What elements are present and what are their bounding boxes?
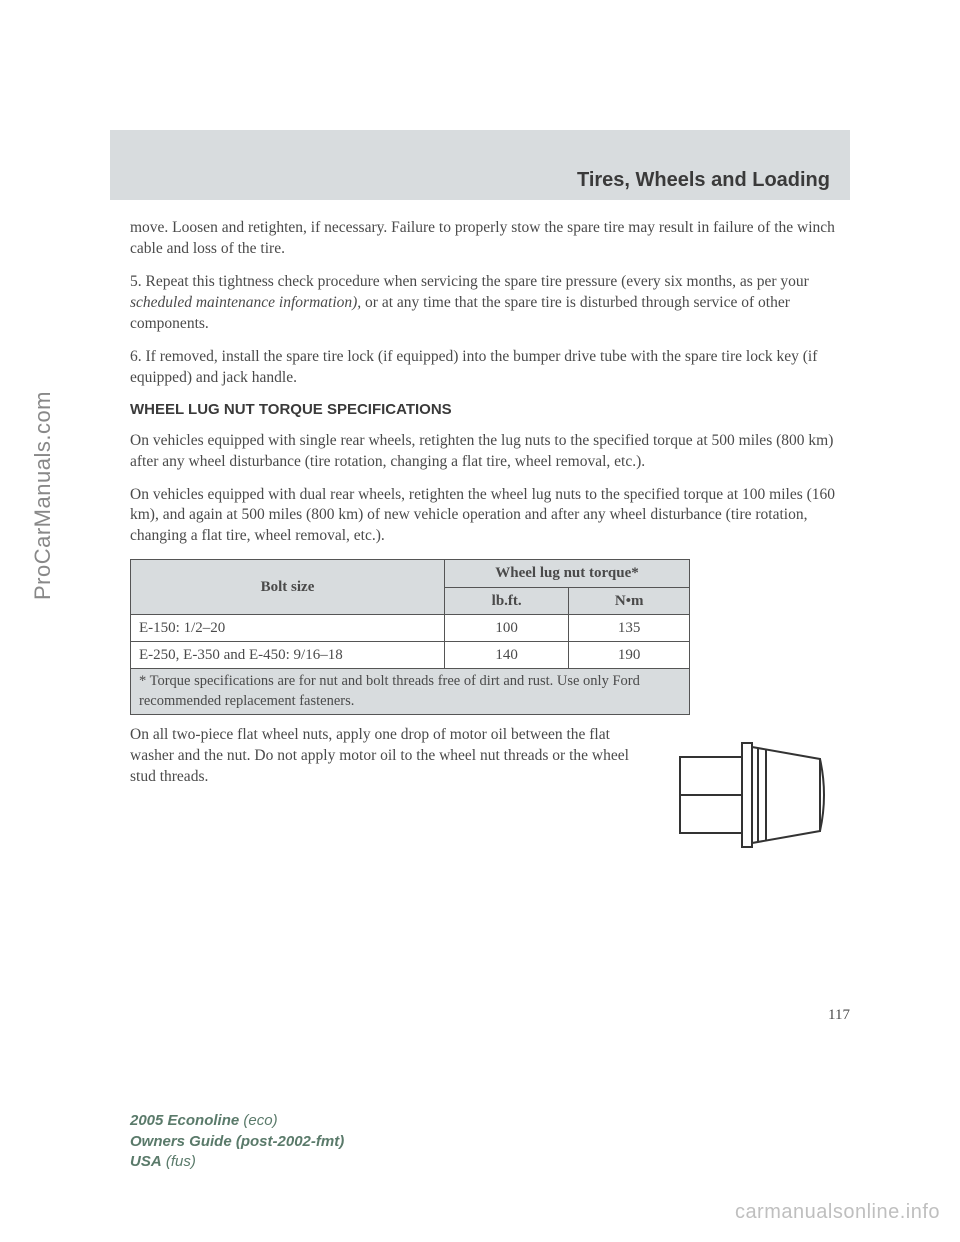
td-footnote: * Torque specifications are for nut and … <box>131 669 690 715</box>
p2-a: 5. Repeat this tightness check procedure… <box>130 273 809 290</box>
th-bolt-size: Bolt size <box>131 560 445 615</box>
th-nm: N•m <box>569 587 690 614</box>
td-lbft: 100 <box>445 614 569 641</box>
footer-model-sub: (eco) <box>239 1112 277 1129</box>
table-footnote-row: * Torque specifications are for nut and … <box>131 669 690 715</box>
nut-note-row: On all two-piece flat wheel nuts, apply … <box>130 725 850 865</box>
th-torque: Wheel lug nut torque* <box>445 560 690 587</box>
table-row: E-150: 1/2–20 100 135 <box>131 614 690 641</box>
torque-table: Bolt size Wheel lug nut torque* lb.ft. N… <box>130 559 690 715</box>
section-title: Tires, Wheels and Loading <box>577 169 830 192</box>
footer-guide-line: Owners Guide (post-2002-fmt) <box>130 1132 344 1152</box>
footer-region-sub: (fus) <box>162 1153 196 1170</box>
td-nm: 135 <box>569 614 690 641</box>
table-row: E-250, E-350 and E-450: 9/16–18 140 190 <box>131 642 690 669</box>
th-lbft: lb.ft. <box>445 587 569 614</box>
td-bolt: E-150: 1/2–20 <box>131 614 445 641</box>
paragraph-step6: 6. If removed, install the spare tire lo… <box>130 347 850 389</box>
watermark: carmanualsonline.info <box>735 1201 940 1224</box>
page-content: Tires, Wheels and Loading move. Loosen a… <box>130 130 850 1026</box>
wheel-nut-diagram <box>670 725 850 865</box>
footer-model: 2005 Econoline <box>130 1112 239 1129</box>
header-band: Tires, Wheels and Loading <box>110 130 850 200</box>
td-nm: 190 <box>569 642 690 669</box>
paragraph-single-rear: On vehicles equipped with single rear wh… <box>130 431 850 473</box>
td-bolt: E-250, E-350 and E-450: 9/16–18 <box>131 642 445 669</box>
page-number: 117 <box>130 1005 850 1025</box>
footer-model-line: 2005 Econoline (eco) <box>130 1111 344 1131</box>
body-content: move. Loosen and retighten, if necessary… <box>130 200 850 1026</box>
sidebar-brand: ProCarManuals.com <box>30 391 56 600</box>
footer-region-line: USA (fus) <box>130 1152 344 1172</box>
subheading-torque: WHEEL LUG NUT TORQUE SPECIFICATIONS <box>130 400 850 420</box>
td-lbft: 140 <box>445 642 569 669</box>
paragraph-step5: 5. Repeat this tightness check procedure… <box>130 272 850 335</box>
footer-block: 2005 Econoline (eco) Owners Guide (post-… <box>130 1111 344 1172</box>
table-header-row: Bolt size Wheel lug nut torque* <box>131 560 690 587</box>
p2-italic: scheduled maintenance information), <box>130 294 361 311</box>
paragraph-dual-rear: On vehicles equipped with dual rear whee… <box>130 485 850 548</box>
nut-note-text: On all two-piece flat wheel nuts, apply … <box>130 725 640 865</box>
footer-region: USA <box>130 1153 162 1170</box>
paragraph-continued: move. Loosen and retighten, if necessary… <box>130 218 850 260</box>
